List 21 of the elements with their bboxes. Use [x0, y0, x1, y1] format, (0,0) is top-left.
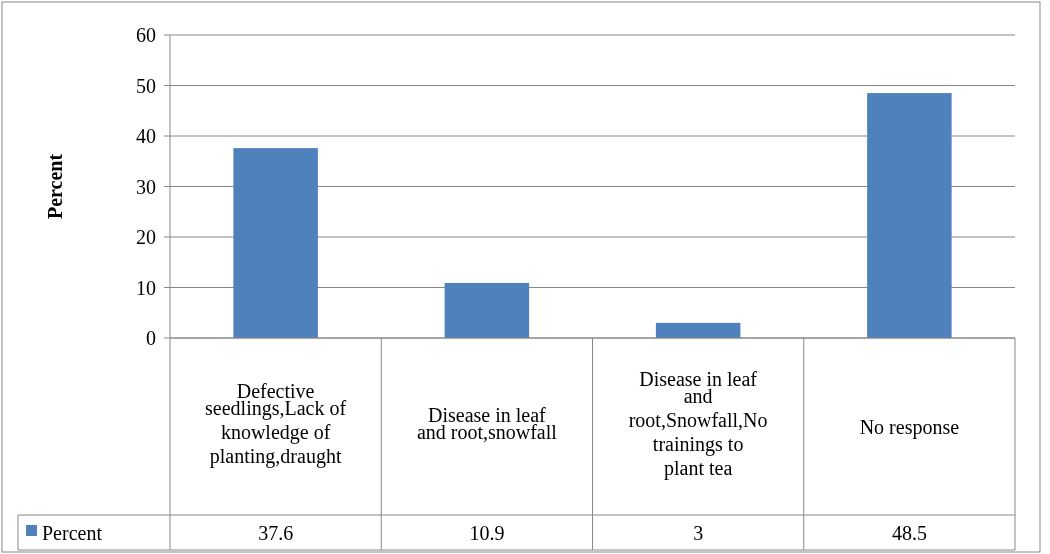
data-label: 48.5	[891, 521, 927, 544]
y-tick-label: 50	[136, 74, 156, 97]
y-tick-label: 10	[136, 276, 156, 299]
bar	[867, 93, 952, 338]
data-label: 10.9	[469, 521, 505, 544]
x-tick-label: Defective seedlings,Lack of knowledge of planting,draught	[205, 379, 347, 468]
bar	[233, 148, 318, 338]
x-tick-label: No response	[859, 415, 960, 439]
y-tick-label: 30	[136, 175, 156, 198]
bar	[655, 322, 741, 338]
legend-label: Percent	[42, 521, 103, 544]
y-tick-label: 40	[136, 125, 156, 147]
y-axis-title: Percent	[44, 153, 66, 220]
y-tick-label: 60	[136, 24, 156, 46]
bar	[444, 282, 530, 338]
x-tick-label: Disease in leaf and root,snowfall	[416, 403, 558, 443]
y-tick-label: 20	[136, 226, 156, 248]
data-label: 3	[693, 521, 704, 544]
x-tick-label: Disease in leaf and root,Snowfall,No trainings to plant tea	[628, 367, 768, 480]
y-tick-label: 0	[146, 327, 156, 349]
data-label: 37.6	[258, 521, 294, 544]
